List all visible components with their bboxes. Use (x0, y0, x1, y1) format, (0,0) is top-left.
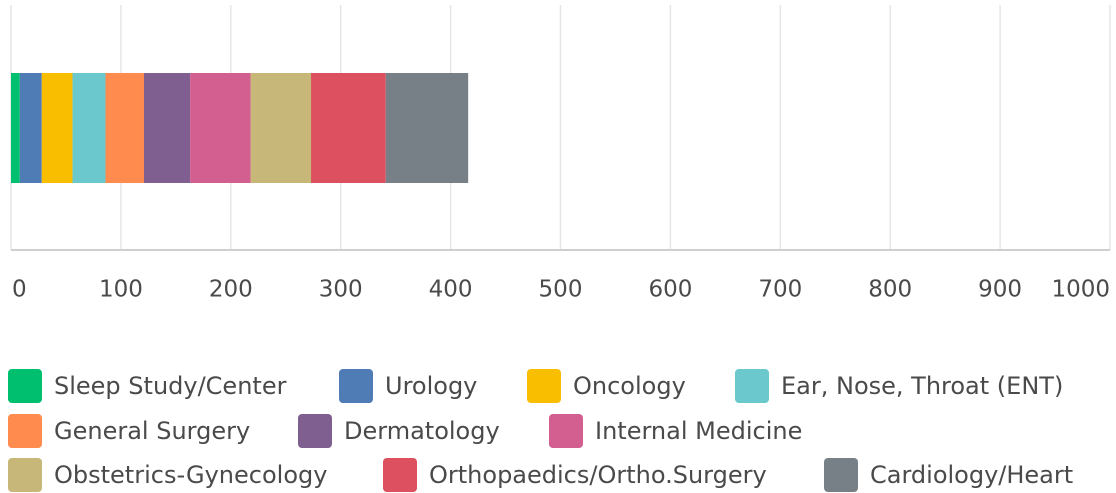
legend-label: Dermatology (344, 417, 500, 445)
legend-swatch (298, 414, 332, 448)
legend-swatch (549, 414, 583, 448)
legend-swatch (383, 458, 417, 492)
legend-swatch (8, 458, 42, 492)
x-tick-label: 800 (868, 277, 912, 303)
bar-segment (250, 73, 312, 183)
x-tick-label: 600 (648, 277, 692, 303)
bar-segment (11, 73, 20, 183)
bar-segment (105, 73, 144, 183)
legend-label: Orthopaedics/Ortho.Surgery (429, 461, 767, 489)
x-tick-label: 300 (319, 277, 363, 303)
legend-label: Urology (385, 372, 477, 400)
x-tick-label: 900 (978, 277, 1022, 303)
legend-swatch (8, 414, 42, 448)
bar-segment (385, 73, 469, 183)
legend-swatch (8, 369, 42, 403)
x-tick-label: 0 (12, 277, 27, 303)
bar-segment (143, 73, 191, 183)
x-tick-label: 1000 (1051, 277, 1110, 303)
legend-label: General Surgery (54, 417, 250, 445)
legend-swatch (527, 369, 561, 403)
legend-swatch (339, 369, 373, 403)
x-tick-label: 700 (758, 277, 802, 303)
x-tick-label: 200 (209, 277, 253, 303)
legend-label: Ear, Nose, Throat (ENT) (781, 372, 1063, 400)
legend-label: Internal Medicine (595, 417, 802, 445)
legend-label: Obstetrics-Gynecology (54, 461, 327, 489)
legend: Sleep Study/Center Urology Oncology Ear, No… (8, 369, 1073, 492)
legend-label: Cardiology/Heart (870, 461, 1073, 489)
bar-segment (72, 73, 106, 183)
legend-label: Sleep Study/Center (54, 372, 287, 400)
x-tick-label: 400 (429, 277, 473, 303)
x-tick-label: 500 (539, 277, 583, 303)
legend-swatch (735, 369, 769, 403)
bar-segment (19, 73, 42, 183)
bar-segment (190, 73, 251, 183)
legend-swatch (824, 458, 858, 492)
x-tick-label: 100 (99, 277, 143, 303)
bar-segment (41, 73, 73, 183)
legend-label: Oncology (573, 372, 686, 400)
bar-segment (311, 73, 386, 183)
